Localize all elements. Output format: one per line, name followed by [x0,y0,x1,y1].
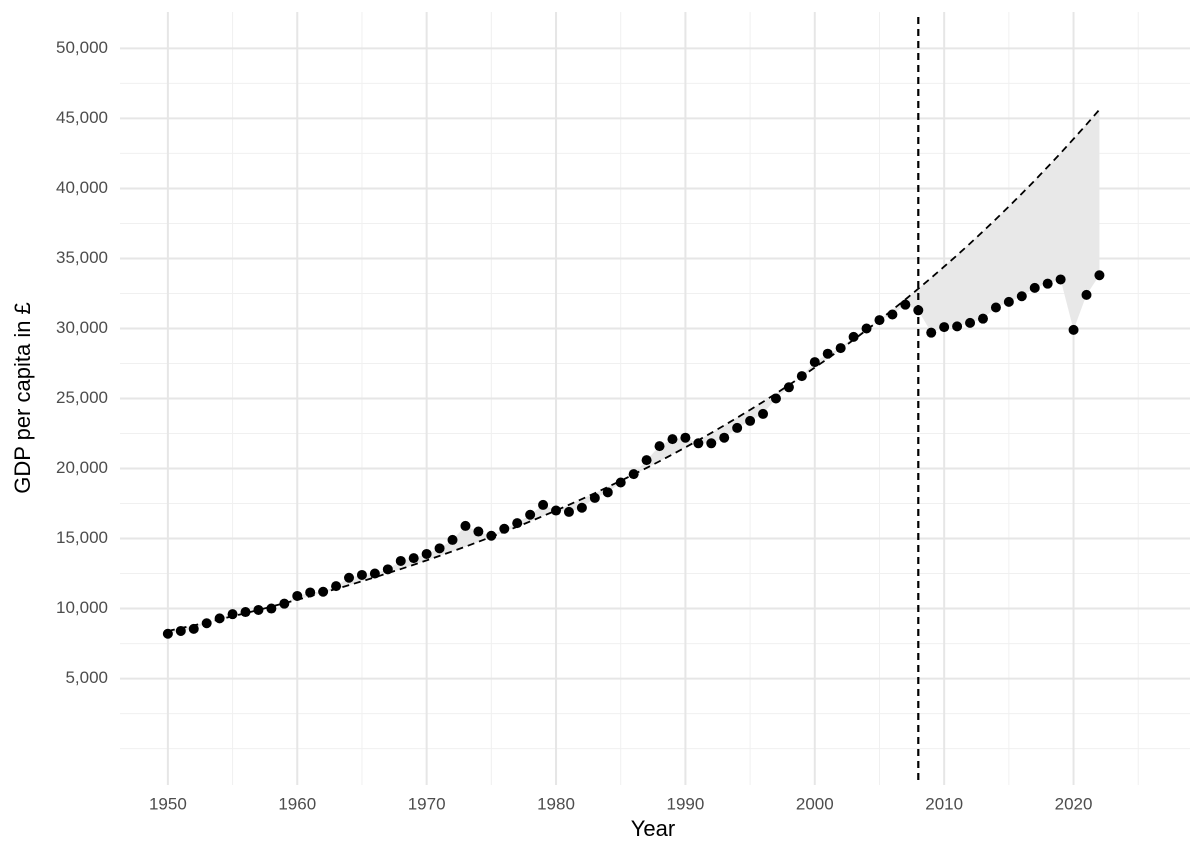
data-point [990,302,1001,313]
data-point [641,455,652,466]
data-point [719,432,730,443]
data-point [421,548,432,559]
data-point [900,299,911,310]
data-point [1094,270,1105,281]
y-tick-label: 15,000 [56,528,108,547]
y-tick-label: 20,000 [56,458,108,477]
data-point [1029,282,1040,293]
data-point [395,555,406,566]
y-axis-title: GDP per capita in £ [10,302,35,494]
data-point [770,393,781,404]
data-point [369,568,380,579]
x-axis-title: Year [631,816,675,841]
data-point [266,603,277,614]
x-tick-label: 2010 [925,794,963,813]
data-point [602,487,613,498]
data-point [1016,291,1027,302]
data-point [706,438,717,449]
data-point [1081,289,1092,300]
data-point [563,506,574,517]
data-point [162,628,173,639]
y-tick-label: 35,000 [56,248,108,267]
data-point [887,309,898,320]
data-point [1055,274,1066,285]
data-point [499,523,510,534]
data-point [331,581,342,592]
data-point [486,530,497,541]
data-point [551,505,562,516]
data-point [240,607,251,618]
x-tick-label: 2000 [796,794,834,813]
y-tick-label: 30,000 [56,318,108,337]
data-point [318,586,329,597]
data-point [188,623,199,634]
data-point [822,348,833,359]
data-point [447,534,458,545]
data-point [279,598,290,609]
x-tick-label: 1950 [149,794,187,813]
data-point [538,499,549,510]
data-point [356,569,367,580]
y-tick-label: 40,000 [56,178,108,197]
data-point [589,492,600,503]
data-point [628,469,639,480]
data-point [758,408,769,419]
data-point [796,371,807,382]
y-tick-label: 50,000 [56,38,108,57]
data-point [305,587,316,598]
data-point [434,543,445,554]
data-point [408,553,419,564]
data-point [214,613,225,624]
data-point [576,502,587,513]
data-point [201,618,212,629]
data-point [175,625,186,636]
data-point [952,321,963,332]
data-point [874,315,885,326]
data-point [848,331,859,342]
data-point [525,509,536,520]
data-point [745,415,756,426]
data-point [344,572,355,583]
data-point [939,322,950,333]
data-point [227,609,238,620]
x-tick-label: 1990 [666,794,704,813]
x-tick-label: 1980 [537,794,575,813]
data-point [809,357,820,368]
data-point [1068,324,1079,335]
data-point [654,441,665,452]
y-tick-label: 10,000 [56,598,108,617]
data-point [1003,296,1014,307]
data-point [460,520,471,531]
data-point [473,526,484,537]
data-point [615,477,626,488]
data-point [926,327,937,338]
data-point [382,564,393,575]
data-point [253,604,264,615]
data-point [977,313,988,324]
data-point [965,317,976,328]
y-tick-label: 25,000 [56,388,108,407]
data-point [667,434,678,445]
x-tick-label: 1970 [408,794,446,813]
x-tick-label: 2020 [1055,794,1093,813]
data-point [292,590,303,601]
y-tick-label: 5,000 [65,668,108,687]
data-point [512,518,523,529]
data-point [861,323,872,334]
data-point [680,432,691,443]
data-point [732,422,743,433]
data-point [835,343,846,354]
data-point [1042,278,1053,289]
data-point [783,382,794,393]
x-tick-label: 1960 [278,794,316,813]
y-tick-label: 45,000 [56,108,108,127]
data-point [693,438,704,449]
